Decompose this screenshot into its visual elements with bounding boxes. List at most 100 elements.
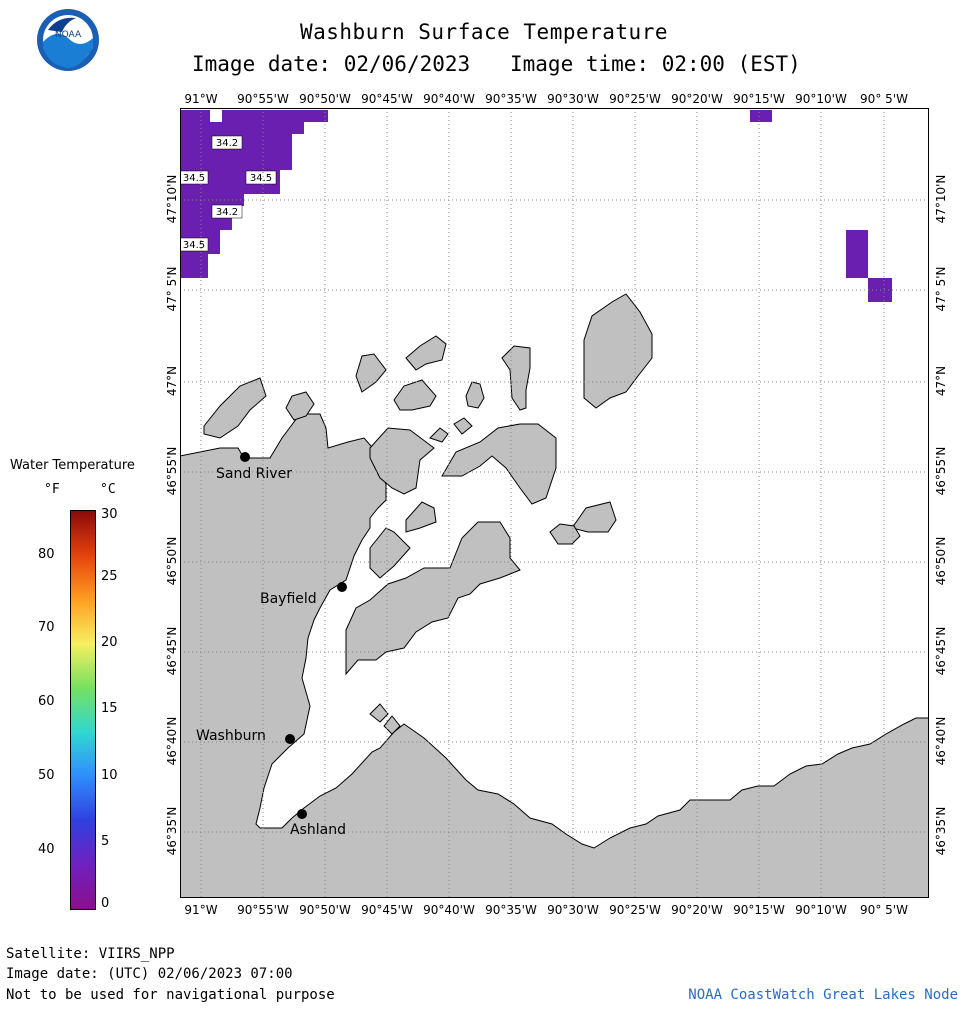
longitude-label: 90°30'W	[547, 903, 599, 917]
credit-line: NOAA CoastWatch Great Lakes Node	[688, 987, 958, 1003]
temp-label: 34.2	[216, 207, 238, 218]
longitude-label: 90°25'W	[609, 903, 661, 917]
image-time-line: Image time: 02:00 (EST)	[510, 52, 801, 76]
longitude-label: 90°25'W	[609, 92, 661, 106]
longitude-label: 90°10'W	[795, 92, 847, 106]
latitude-label: 47°N	[165, 365, 179, 397]
legend-tick-f: 40	[38, 842, 55, 857]
longitude-label: 90°50'W	[299, 92, 351, 106]
temp-label: 34.5	[183, 173, 205, 184]
disclaimer: Not to be used for navigational purpose	[6, 987, 335, 1003]
temp-label: 34.2	[216, 138, 238, 149]
cold-water-pixels	[180, 110, 892, 302]
satellite-info: Satellite: VIIRS_NPP	[6, 946, 175, 962]
hermit-island	[405, 501, 437, 533]
legend-tick-c: 15	[101, 701, 118, 716]
longitude-label: 90°45'W	[361, 92, 413, 106]
longitude-label: 90°45'W	[361, 903, 413, 917]
city-label-bayfield: Bayfield	[260, 591, 317, 607]
latitude-label: 46°40'N	[165, 716, 179, 766]
legend-tick-c: 0	[101, 896, 110, 911]
small-islet	[453, 417, 473, 435]
legend-tick-f: 70	[38, 620, 55, 635]
longitude-label: 90° 5'W	[860, 92, 908, 106]
outer-island	[583, 293, 653, 409]
rocky-north	[405, 335, 447, 371]
map-border	[180, 108, 929, 898]
latitude-label: 47°10'N	[165, 174, 179, 224]
latitude-label: 46°45'N	[165, 626, 179, 676]
temp-label: 34.5	[183, 240, 205, 251]
city-dot-sand-river	[240, 452, 250, 462]
image-time-label: Image time:	[510, 52, 650, 76]
legend-tick-f: 50	[38, 768, 55, 783]
city-label-sand-river: Sand River	[216, 466, 292, 482]
longitude-label: 91°W	[184, 92, 218, 106]
latitude-label: 46°35'N	[934, 806, 948, 856]
long-island-1	[369, 703, 389, 723]
longitude-label: 90°55'W	[237, 903, 289, 917]
legend-unit-c: °C	[100, 482, 116, 497]
image-time: 02:00 (EST)	[661, 52, 801, 76]
graticule	[180, 108, 929, 898]
otter-island	[393, 379, 437, 411]
longitude-label: 90°15'W	[733, 903, 785, 917]
raspberry-island	[429, 427, 449, 443]
temperature-labels: 34.2 34.5 34.5 34.2 34.5	[180, 135, 277, 252]
longitude-label: 90°35'W	[485, 92, 537, 106]
longitude-label: 90°35'W	[485, 903, 537, 917]
image-date-line: Image date: 02/06/2023	[192, 52, 470, 76]
city-dot-bayfield	[337, 582, 347, 592]
land-masses	[180, 293, 929, 898]
city-label-ashland: Ashland	[290, 822, 346, 838]
legend-tick-c: 20	[101, 635, 118, 650]
longitude-label: 90°40'W	[423, 92, 475, 106]
longitude-label: 90°20'W	[671, 903, 723, 917]
latitude-label: 46°40'N	[934, 716, 948, 766]
page-title: Washburn Surface Temperature	[299, 20, 668, 44]
temp-label: 34.5	[250, 173, 272, 184]
legend-tick-c: 30	[101, 507, 118, 522]
image-date-label: Image date:	[192, 52, 332, 76]
legend-title: Water Temperature	[10, 458, 135, 473]
latitude-label: 47° 5'N	[934, 266, 948, 312]
madeline-island	[345, 521, 521, 676]
legend-tick-f: 60	[38, 694, 55, 709]
york-island	[285, 391, 315, 421]
longitude-label: 90°10'W	[795, 903, 847, 917]
city-dot-ashland	[297, 809, 307, 819]
stockton-island	[441, 423, 557, 505]
color-scale-bar	[70, 510, 96, 910]
longitude-label: 90°20'W	[671, 92, 723, 106]
latitude-label: 46°45'N	[934, 626, 948, 676]
longitude-label: 90° 5'W	[860, 903, 908, 917]
sand-island	[203, 377, 267, 439]
city-markers: Sand River Bayfield Washburn Ashland	[196, 452, 347, 838]
noaa-logo: NOAA	[37, 9, 99, 71]
michigan-island	[571, 501, 617, 533]
svg-text:NOAA: NOAA	[55, 30, 82, 40]
latitude-label: 47° 5'N	[165, 266, 179, 312]
latitude-label: 46°55'N	[165, 446, 179, 496]
latitude-label: 46°50'N	[165, 536, 179, 586]
temperature-map: 34.2 34.5 34.5 34.2 34.5	[180, 108, 929, 898]
longitude-label: 90°30'W	[547, 92, 599, 106]
legend-tick-c: 10	[101, 768, 118, 783]
latitude-label: 46°35'N	[165, 806, 179, 856]
legend-tick-c: 25	[101, 569, 118, 584]
legend-unit-f: °F	[44, 482, 60, 497]
ironwood-island	[355, 353, 387, 393]
utc-date-info: Image date: (UTC) 02/06/2023 07:00	[6, 966, 293, 982]
legend-tick-f: 80	[38, 547, 55, 562]
latitude-label: 46°55'N	[934, 446, 948, 496]
longitude-label: 90°15'W	[733, 92, 785, 106]
long-island-2	[383, 715, 401, 735]
legend-tick-c: 5	[101, 834, 110, 849]
image-date: 02/06/2023	[343, 52, 471, 76]
latitude-label: 47°N	[934, 365, 948, 397]
city-label-washburn: Washburn	[196, 728, 266, 744]
longitude-label: 90°50'W	[299, 903, 351, 917]
city-dot-washburn	[285, 734, 295, 744]
latitude-label: 47°10'N	[934, 174, 948, 224]
latitude-label: 46°50'N	[934, 536, 948, 586]
